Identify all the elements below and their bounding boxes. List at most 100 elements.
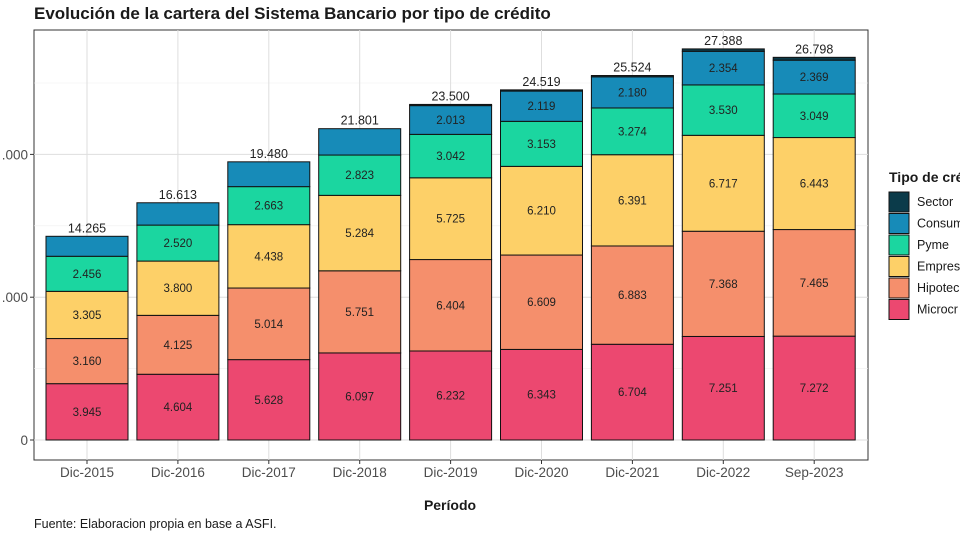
bar-microcr-dito-5 [500,348,583,441]
x-tick-label-7: Dic-2022 [696,465,750,480]
bar-consumo-7 [681,50,765,86]
bar-empresarial-2 [227,224,311,289]
bar-hipotecario-8 [772,229,856,337]
segment-label-1-3: 5.751 [345,307,374,319]
bar-pyme-5 [500,120,583,167]
legend-label-0: Sector [917,195,953,209]
segment-label-0-5: 6.343 [527,390,556,402]
segment-label-1-4: 6.404 [436,300,465,312]
legend-label-5: Microcr [917,303,958,317]
total-label-0: 14.265 [68,221,106,235]
legend-label-4: Hipotec [917,281,959,295]
bar-pyme-6 [590,107,674,156]
legend-label-1: Consum [917,217,960,231]
y-tick-label-2: .000 [2,147,28,162]
x-tick-label-5: Dic-2020 [514,465,568,480]
total-label-7: 27.388 [704,34,742,48]
segment-label-1-5: 6.609 [527,297,556,309]
segment-label-0-2: 5.628 [254,395,283,407]
legend-swatch-4 [888,277,910,299]
segment-label-0-6: 6.704 [618,387,647,399]
segment-label-3-7: 3.530 [709,105,738,117]
segment-label-0-0: 3.945 [73,407,102,419]
legend-swatch-5 [888,299,910,320]
bar-consumo-0 [45,235,129,257]
bar-pyme-7 [681,84,765,136]
bar-sector-p-blico-6 [590,75,674,78]
bar-hipotecario-2 [227,287,311,361]
legend-label-3: Empres [917,260,960,274]
segment-label-0-4: 6.232 [436,391,465,403]
segment-label-2-3: 5.284 [345,228,374,240]
segment-label-0-7: 7.251 [709,383,738,395]
total-label-4: 23.500 [431,89,469,103]
bar-empresarial-8 [772,137,856,231]
bar-consumo-1 [136,202,220,226]
legend-swatch-0 [888,191,910,213]
bar-consumo-8 [772,59,856,95]
segment-label-3-3: 2.823 [345,170,374,182]
segment-label-1-7: 7.368 [709,279,738,291]
segment-label-3-2: 2.663 [254,201,283,213]
y-tick-label-1: .000 [2,290,28,305]
bar-sector-p-blico-4 [409,103,493,107]
segment-label-4-6: 2.180 [618,87,647,99]
segment-label-4-4: 2.013 [436,115,465,127]
x-tick-label-2: Dic-2017 [242,465,296,480]
segment-label-0-1: 4.604 [164,402,193,414]
total-label-2: 19.480 [250,147,288,161]
x-tick-label-1: Dic-2016 [151,465,205,480]
segment-label-1-2: 5.014 [254,319,283,331]
segment-label-3-5: 3.153 [527,139,556,151]
bar-empresarial-5 [500,165,583,256]
segment-label-1-6: 6.883 [618,290,647,302]
segment-label-3-6: 3.274 [618,126,647,138]
bar-sector-p-blico-7 [681,48,765,52]
segment-label-2-1: 3.800 [164,283,193,295]
bar-microcr-dito-2 [227,359,311,441]
x-tick-label-0: Dic-2015 [60,465,114,480]
bar-empresarial-6 [590,154,674,247]
x-axis-ticks: Dic-2015 Dic-2016 Dic-2017 Dic-2018 Dic-2019… [60,460,843,480]
y-axis-ticks: 0 .000 .000 [2,147,34,448]
segment-label-3-8: 3.049 [800,111,829,123]
segment-label-4-5: 2.119 [528,101,556,113]
segment-label-1-8: 7.465 [800,278,829,290]
bar-series [45,48,856,441]
segment-label-1-0: 3.160 [73,356,102,368]
segment-label-2-8: 6.443 [800,179,829,191]
total-label-5: 24.519 [522,75,560,89]
bar-microcr-dito-1 [136,373,220,441]
data-labels: 3.945 3.160 3.305 2.456 14.265 4.604 4.125 3.80… [68,34,833,419]
bar-pyme-2 [227,186,311,226]
legend-title: Tipo de cré [889,169,960,185]
x-tick-label-3: Dic-2018 [333,465,387,480]
bar-sector-p-blico-5 [500,89,583,92]
bar-empresarial-0 [45,290,129,340]
bar-consumo-6 [590,76,674,109]
bar-hipotecario-3 [318,270,402,354]
bar-hipotecario-6 [590,245,674,345]
segment-label-3-0: 2.456 [73,269,102,281]
bar-consumo-3 [318,128,402,156]
bar-sector-p-blico-8 [772,56,856,61]
bar-microcr-dito-6 [590,343,674,441]
bar-hipotecario-1 [136,314,220,375]
bar-empresarial-3 [318,194,402,272]
legend-swatch-2 [888,234,910,256]
source-note: Fuente: Elaboracion propia en base a ASF… [34,517,277,531]
bar-microcr-dito-0 [45,383,129,441]
legend-swatch-3 [888,256,910,277]
y-tick-label-0: 0 [20,433,28,448]
bar-pyme-3 [318,154,402,196]
x-axis-title: Período [424,497,476,513]
x-tick-label-8: Sep-2023 [785,465,844,480]
bar-consumo-4 [409,105,493,135]
segment-label-1-1: 4.125 [164,340,193,352]
total-label-1: 16.613 [159,188,197,202]
bar-hipotecario-0 [45,338,129,385]
bar-consumo-2 [227,161,311,188]
segment-label-4-7: 2.354 [709,63,738,75]
segment-label-2-0: 3.305 [73,310,102,322]
